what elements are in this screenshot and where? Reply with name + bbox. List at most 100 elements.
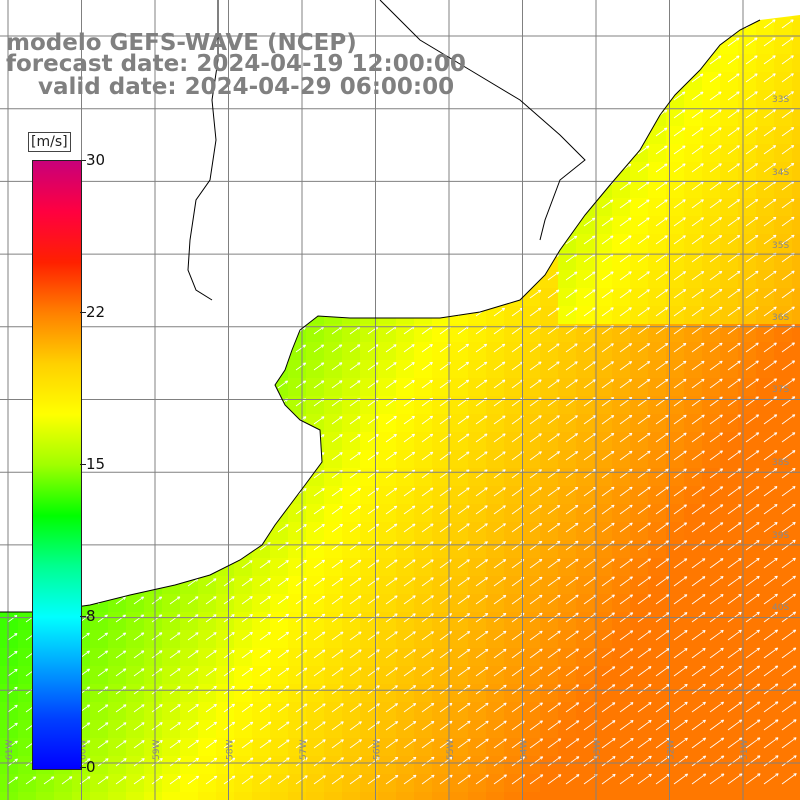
wind-arrow: [385, 505, 398, 515]
wind-arrow: [97, 435, 108, 443]
wind-arrow: [43, 112, 52, 119]
wind-arrow: [566, 3, 576, 10]
wind-arrow: [331, 344, 343, 353]
wind-arrow: [457, 631, 471, 641]
wind-cell: [792, 180, 800, 198]
wind-arrow: [727, 91, 740, 101]
wind-cell: [378, 15, 396, 18]
wind-arrow: [350, 4, 359, 10]
wind-cell: [468, 216, 486, 234]
wind-arrow: [529, 199, 541, 209]
wind-arrow: [493, 92, 505, 101]
wind-arrow: [277, 416, 289, 425]
wind-arrow: [421, 667, 435, 677]
wind-arrow: [259, 183, 270, 191]
wind-arrow: [97, 524, 108, 533]
wind-arrow: [709, 683, 724, 695]
wind-cell: [270, 432, 288, 450]
wind-arrow: [673, 235, 686, 245]
wind-arrow: [313, 200, 324, 209]
wind-arrow: [403, 487, 416, 497]
wind-cell: [342, 180, 360, 198]
wind-cell: [396, 126, 414, 144]
wind-arrow: [547, 756, 562, 767]
wind-arrow: [673, 19, 686, 29]
wind-arrow: [7, 561, 18, 569]
wind-arrow: [97, 507, 108, 515]
wind-arrow: [493, 702, 507, 713]
wind-cell: [414, 288, 432, 306]
wind-arrow: [7, 112, 16, 119]
wind-arrow: [385, 308, 397, 317]
wind-arrow: [97, 255, 107, 263]
wind-arrow: [763, 557, 778, 569]
wind-arrow: [403, 344, 415, 353]
wind-cell: [126, 108, 144, 126]
wind-arrow: [475, 128, 487, 137]
wind-cell: [198, 540, 216, 558]
wind-arrow: [637, 37, 649, 47]
wind-arrow: [259, 308, 270, 317]
wind-cell: [234, 540, 252, 558]
wind-arrow: [547, 379, 560, 389]
wind-arrow: [169, 327, 180, 335]
wind-arrow: [295, 218, 306, 227]
wind-cell: [90, 234, 108, 252]
wind-arrow: [709, 378, 723, 389]
wind-arrow: [547, 235, 560, 245]
wind-arrow: [637, 361, 651, 371]
wind-cell: [288, 792, 306, 800]
wind-arrow: [511, 20, 523, 29]
wind-cell: [108, 126, 126, 144]
wind-cell: [0, 126, 18, 144]
wind-cell: [216, 15, 234, 18]
wind-arrow: [673, 558, 688, 569]
wind-arrow: [727, 576, 742, 587]
wind-arrow: [277, 201, 288, 209]
wind-cell: [252, 15, 270, 18]
wind-cell: [504, 162, 522, 180]
wind-cell: [162, 792, 180, 800]
wind-cell: [108, 468, 126, 486]
wind-arrow: [331, 200, 342, 209]
wind-arrow: [601, 702, 616, 713]
wind-cell: [144, 486, 162, 504]
wind-arrow: [241, 201, 252, 209]
wind-arrow: [115, 506, 126, 515]
colorbar-tick-mark: [80, 616, 86, 617]
wind-arrow: [637, 468, 651, 479]
lon-label: 58W: [226, 740, 236, 760]
wind-arrow: [601, 271, 614, 281]
wind-arrow: [7, 668, 18, 677]
wind-arrow: [259, 147, 270, 155]
wind-arrow: [781, 73, 794, 83]
wind-arrow: [547, 774, 562, 785]
wind-arrow: [583, 110, 595, 119]
wind-cell: [486, 54, 504, 72]
wind-cell: [792, 252, 800, 270]
wind-cell: [630, 90, 648, 108]
wind-cell: [468, 36, 486, 54]
wind-cell: [252, 414, 270, 432]
wind-cell: [558, 792, 576, 800]
wind-arrow: [7, 579, 18, 587]
wind-arrow: [133, 381, 144, 389]
wind-cell: [234, 162, 252, 180]
wind-cell: [252, 216, 270, 234]
wind-cell: [774, 15, 792, 18]
wind-arrow: [547, 56, 559, 65]
wind-arrow: [457, 128, 469, 137]
wind-arrow: [205, 739, 218, 749]
wind-arrow: [169, 650, 181, 659]
wind-cell: [522, 72, 540, 90]
wind-arrow: [349, 146, 360, 155]
wind-arrow: [115, 345, 125, 353]
wind-arrow: [151, 381, 162, 389]
wind-arrow: [151, 578, 163, 587]
wind-arrow: [421, 21, 432, 29]
wind-arrow: [277, 488, 289, 497]
wind-arrow: [259, 398, 271, 407]
wind-cell: [468, 234, 486, 252]
wind-arrow: [115, 381, 126, 389]
